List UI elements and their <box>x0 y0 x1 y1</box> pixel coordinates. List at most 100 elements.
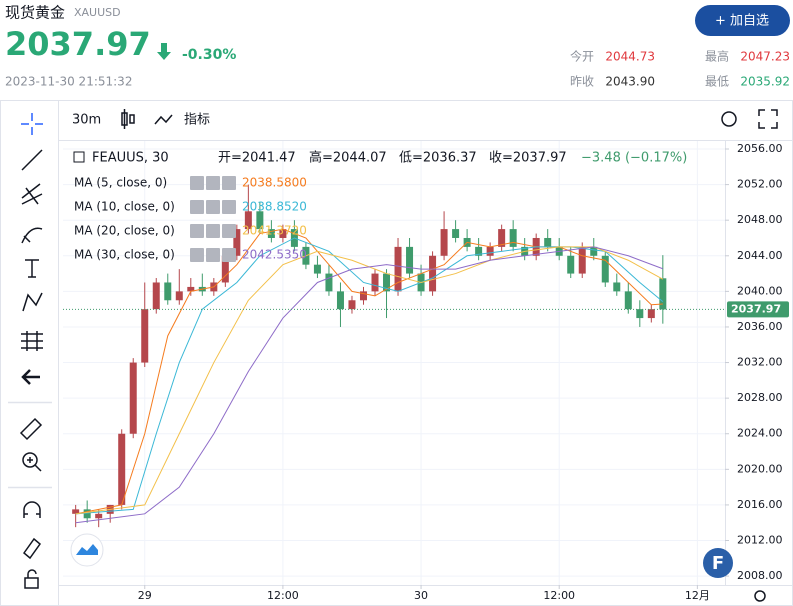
interval[interactable]: 30m <box>72 113 101 128</box>
ma-legend-name: MA (10, close, 0) <box>74 200 175 214</box>
ma-legend-button[interactable] <box>206 248 220 262</box>
ohlc-label: 低=2036.37 <box>399 151 477 166</box>
ma-legend-button[interactable] <box>190 248 204 262</box>
add-watchlist-button[interactable] <box>695 5 790 36</box>
candle-body <box>452 229 460 238</box>
ma-legend-button[interactable] <box>222 176 236 190</box>
ma-legend-button[interactable] <box>190 200 204 214</box>
lock-tool[interactable] <box>24 577 39 589</box>
text-tool[interactable] <box>25 259 39 278</box>
price: 2037.97 <box>5 25 151 63</box>
crosshair-tool[interactable] <box>21 113 43 135</box>
ma-legend-button[interactable] <box>222 200 236 214</box>
left-toolbar <box>8 113 52 589</box>
candle-body <box>498 229 506 247</box>
x-tick-label: 12:00 <box>267 589 299 602</box>
ma-legend-value: 2038.5800 <box>242 176 307 190</box>
y-tick-label: 2016.00 <box>737 498 783 511</box>
indicator-icon[interactable] <box>154 114 173 125</box>
y-tick-label: 2052.00 <box>737 178 783 191</box>
line-tool[interactable] <box>21 149 43 171</box>
asset-name: 现货黄金 <box>5 4 65 22</box>
ma-legend-button[interactable] <box>190 176 204 190</box>
candle-body <box>83 509 91 519</box>
app-badge-icon <box>76 544 98 555</box>
forecast-tool[interactable] <box>21 331 43 351</box>
candle-body <box>475 246 483 256</box>
candle-type-icon[interactable] <box>121 109 135 129</box>
ohlc-label: 开=2041.47 <box>218 151 296 166</box>
ruler-tool[interactable] <box>19 417 43 441</box>
candle-body <box>141 309 149 363</box>
y-tick-label: 2044.00 <box>737 249 783 262</box>
stat-label: 今开 <box>570 49 594 64</box>
stat-label: 最低 <box>705 75 729 89</box>
ma-legend-value: 2042.5350 <box>242 248 307 262</box>
x-tick-label: 30 <box>414 589 428 602</box>
ma-legend-name: MA (20, close, 0) <box>74 224 175 238</box>
magnet-tool[interactable] <box>23 501 41 518</box>
candle-body <box>509 229 517 247</box>
lock-drawing-tool[interactable] <box>22 537 42 560</box>
y-tick-label: 2008.00 <box>737 569 783 582</box>
candle-body <box>267 229 275 238</box>
candle-body <box>440 229 448 256</box>
candle-body <box>129 362 137 434</box>
candle-body <box>118 433 126 505</box>
ma-legend-button[interactable] <box>222 248 236 262</box>
ma-line <box>75 237 664 515</box>
candle-body <box>601 255 609 283</box>
stat-value: 2043.90 <box>605 75 655 89</box>
candle-body <box>383 273 391 292</box>
y-tick-label: 2028.00 <box>737 391 783 404</box>
indicator-button[interactable]: 指标 <box>184 113 210 128</box>
fullscreen-icon[interactable] <box>758 109 778 129</box>
last-price-label: 2037.97 <box>731 302 781 315</box>
candle-body <box>256 211 264 230</box>
candle-body <box>578 246 586 274</box>
candle-body <box>371 273 379 292</box>
y-tick-label: 2032.00 <box>737 356 783 369</box>
ma-legend-button[interactable] <box>206 176 220 190</box>
y-tick-label: 2012.00 <box>737 534 783 547</box>
x-tick-label: 29 <box>138 589 152 602</box>
candle-body <box>336 291 344 310</box>
candle-body <box>394 246 402 292</box>
pattern-tool[interactable] <box>22 292 43 312</box>
candle-body <box>406 246 414 274</box>
x-tick-label: 12:00 <box>543 589 575 602</box>
candle-body <box>359 291 367 301</box>
y-tick-label: 2056.00 <box>737 142 783 155</box>
brand-logo-letter: F <box>712 553 724 574</box>
candle-body <box>152 282 160 310</box>
ohlc-label: 高=2044.07 <box>309 150 387 166</box>
candle-body <box>486 246 494 256</box>
collapse-icon[interactable] <box>73 151 85 163</box>
ma-legend-button[interactable] <box>206 224 220 238</box>
y-tick-label: 2036.00 <box>737 320 783 333</box>
candle-body <box>544 237 552 247</box>
candle-body <box>233 229 241 256</box>
back-tool[interactable] <box>21 369 40 385</box>
brush-tool[interactable] <box>21 227 43 244</box>
fib-tool[interactable] <box>21 183 43 205</box>
ma-legend-button[interactable] <box>206 200 220 214</box>
x-tick-label: 12月 <box>685 589 710 602</box>
ma-legend-button[interactable] <box>190 224 204 238</box>
y-tick-label: 2048.00 <box>737 213 783 226</box>
asset-code: XAUUSD <box>74 6 121 19</box>
plot: 2008.00 2012.00 2016.00 2020.00 2024.00 2028.… <box>63 141 789 602</box>
ma-legend-button[interactable] <box>222 224 236 238</box>
candle-body <box>221 255 229 283</box>
timestamp: 2023-11-30 21:51:32 <box>5 75 132 89</box>
candle-body <box>590 246 598 256</box>
add-watchlist-label[interactable]: + 加自选 <box>715 14 769 29</box>
ohlc-label: 收=2037.97 <box>489 151 567 166</box>
ma-line <box>75 228 663 515</box>
symbol: FEAUUS, 30 <box>92 151 169 166</box>
zoom-tool[interactable] <box>22 452 38 468</box>
candle-body <box>613 282 621 292</box>
settings-icon[interactable] <box>721 111 737 127</box>
axis-settings-icon[interactable] <box>754 590 766 602</box>
app-badge[interactable] <box>70 533 104 567</box>
